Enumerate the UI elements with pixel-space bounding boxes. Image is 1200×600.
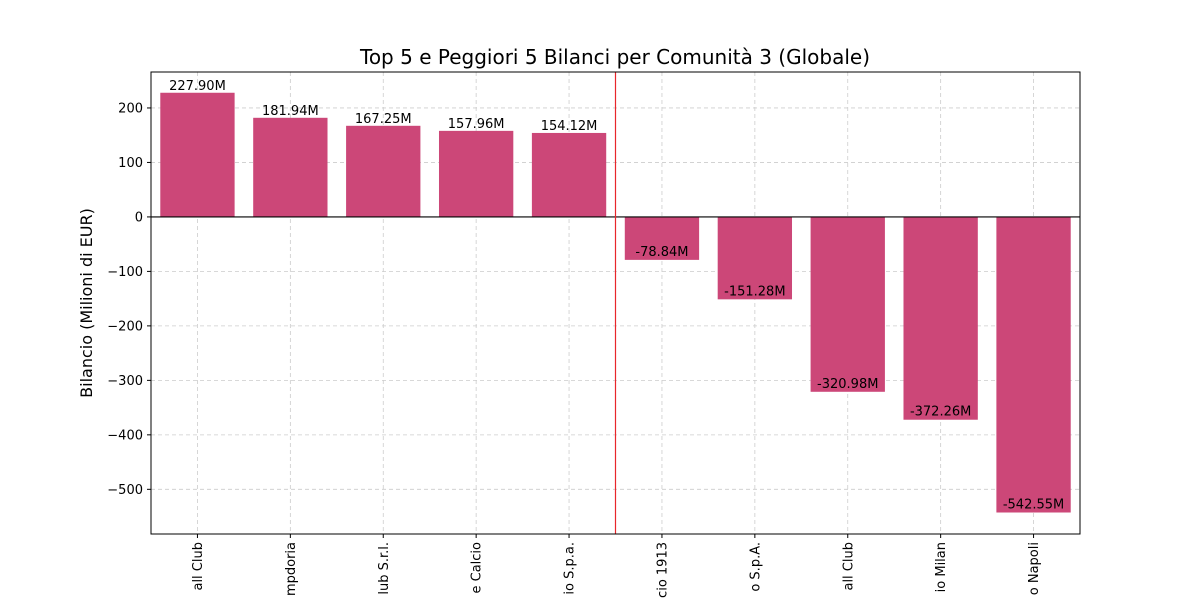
bar [810,216,885,392]
x-tick-label: all Club [841,542,856,591]
x-tick-label: mpdoria [284,542,299,596]
x-tick-label: lub S.r.l. [377,542,392,595]
bar-value-label: 181.94M [262,104,319,119]
bars [160,92,1071,513]
y-axis-label: Bilancio (Milioni di EUR) [77,208,96,398]
bar-value-label: -320.98M [817,377,878,392]
y-tick-label: 100 [118,156,143,171]
bar-value-label: 167.25M [355,112,412,127]
bar [531,132,607,217]
x-tick-label: all Club [191,542,206,591]
bar [438,130,514,217]
bar-value-label: -78.84M [635,245,688,260]
x-tick-label: e Calcio [470,542,485,594]
bar-value-label: 227.90M [169,79,226,94]
x-tick-label: io S.p.a. [563,542,578,595]
y-axis-ticks: 200 100 0 −100 −200 −300 −400 −500 [107,101,151,498]
bar-value-label: -542.55M [1003,498,1064,513]
bar-value-label: 157.96M [448,117,505,132]
y-tick-label: −200 [107,319,143,334]
bar-value-label: 154.12M [541,119,598,134]
x-axis-ticks: all Club mpdoria lub S.r.l. e Calcio io S.p.… [191,534,1042,598]
y-tick-label: −400 [107,428,143,443]
y-tick-label: −100 [107,265,143,280]
bar [996,216,1071,513]
x-tick-label: o S.p.A. [748,542,763,592]
y-tick-label: 200 [118,101,143,116]
bar-labels: 227.90M 181.94M 167.25M 157.96M 154.12M -78.8… [169,79,1064,513]
chart-title: Top 5 e Peggiori 5 Bilanci per Comunità … [359,45,870,69]
bar [253,117,328,217]
bar-value-label: -372.26M [910,405,971,420]
bar [717,216,793,300]
x-tick-label: cio 1913 [655,542,670,598]
plot-frame [150,71,1081,535]
bar [346,125,421,217]
y-tick-label: −500 [107,483,143,498]
y-tick-label: −300 [107,374,143,389]
bar-value-label: -151.28M [724,284,785,299]
x-tick-label: io Milan [934,542,949,592]
bar [160,92,235,217]
x-tick-label: o Napoli [1027,542,1042,595]
bar [903,216,978,420]
y-tick-label: 0 [135,210,143,225]
bar [624,216,700,260]
